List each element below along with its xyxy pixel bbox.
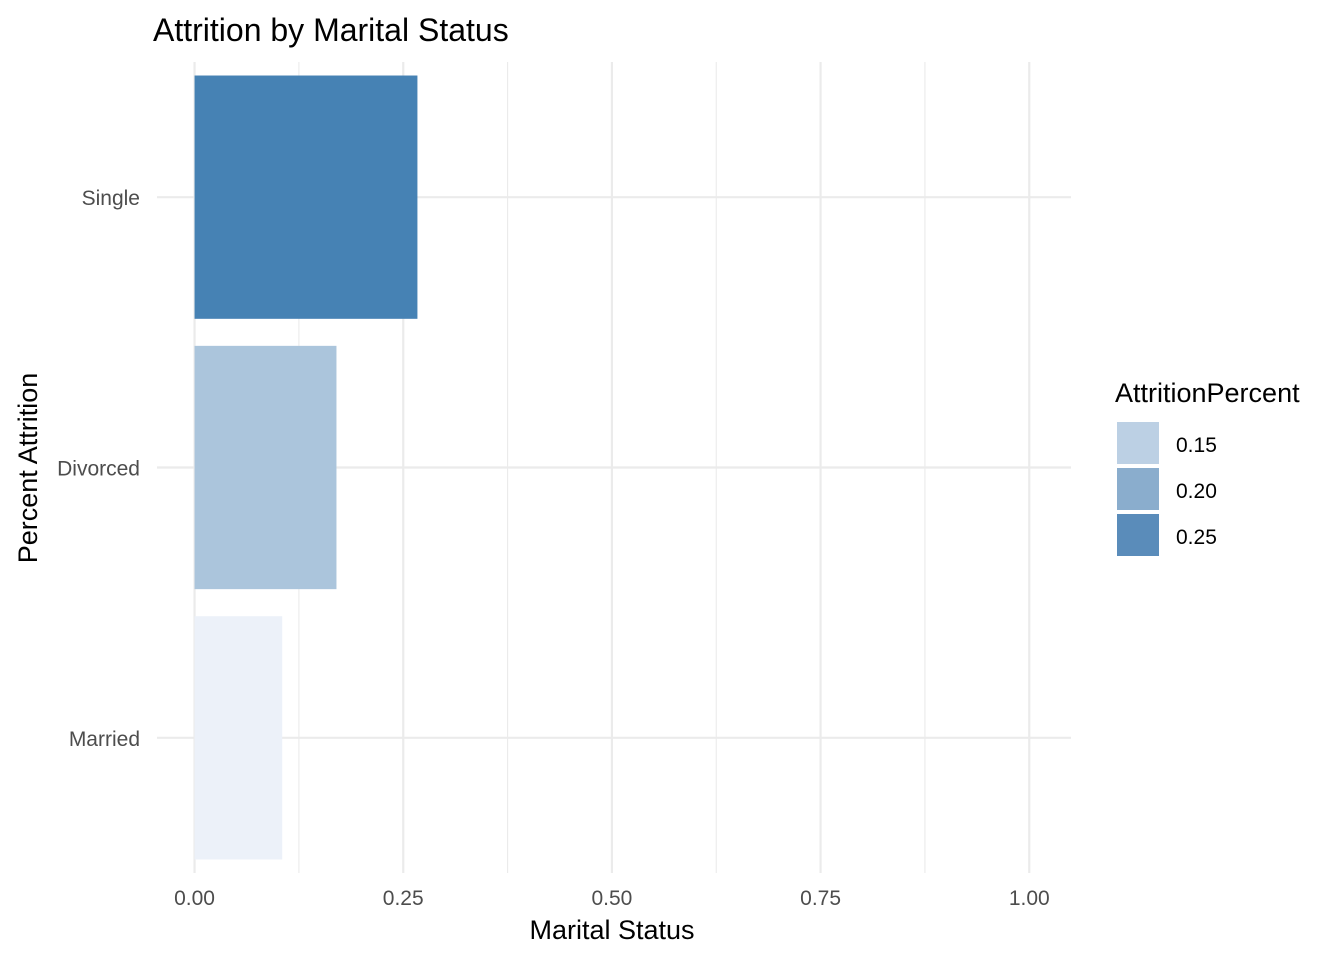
x-tick-label: 0.00 <box>174 887 215 910</box>
x-tick-label: 1.00 <box>1009 887 1050 910</box>
legend-label: 0.20 <box>1176 480 1217 503</box>
x-tick-label: 0.75 <box>800 887 841 910</box>
y-tick-label: Married <box>69 728 140 751</box>
bars <box>194 75 418 860</box>
legend: AttritionPercent 0.15 0.20 0.25 <box>1115 378 1300 556</box>
x-tick-label: 0.50 <box>591 887 632 910</box>
legend-title: AttritionPercent <box>1115 378 1300 408</box>
x-tick-labels: 0.00 0.25 0.50 0.75 1.00 <box>174 887 1050 910</box>
legend-swatch <box>1117 422 1159 464</box>
legend-label: 0.25 <box>1176 526 1217 549</box>
y-axis-title: Percent Attrition <box>13 373 43 564</box>
x-tick-label: 0.25 <box>383 887 424 910</box>
bar-divorced <box>194 345 337 590</box>
legend-swatch <box>1117 468 1159 510</box>
chart-title: Attrition by Marital Status <box>153 12 509 48</box>
y-tick-label: Single <box>82 187 140 210</box>
y-tick-label: Divorced <box>57 458 140 481</box>
x-axis-title: Marital Status <box>529 915 694 945</box>
y-tick-labels: Married Divorced Single <box>57 187 140 751</box>
legend-label: 0.15 <box>1176 434 1217 457</box>
bar-single <box>194 75 418 319</box>
legend-swatch <box>1117 514 1159 556</box>
bar-married <box>194 616 283 860</box>
